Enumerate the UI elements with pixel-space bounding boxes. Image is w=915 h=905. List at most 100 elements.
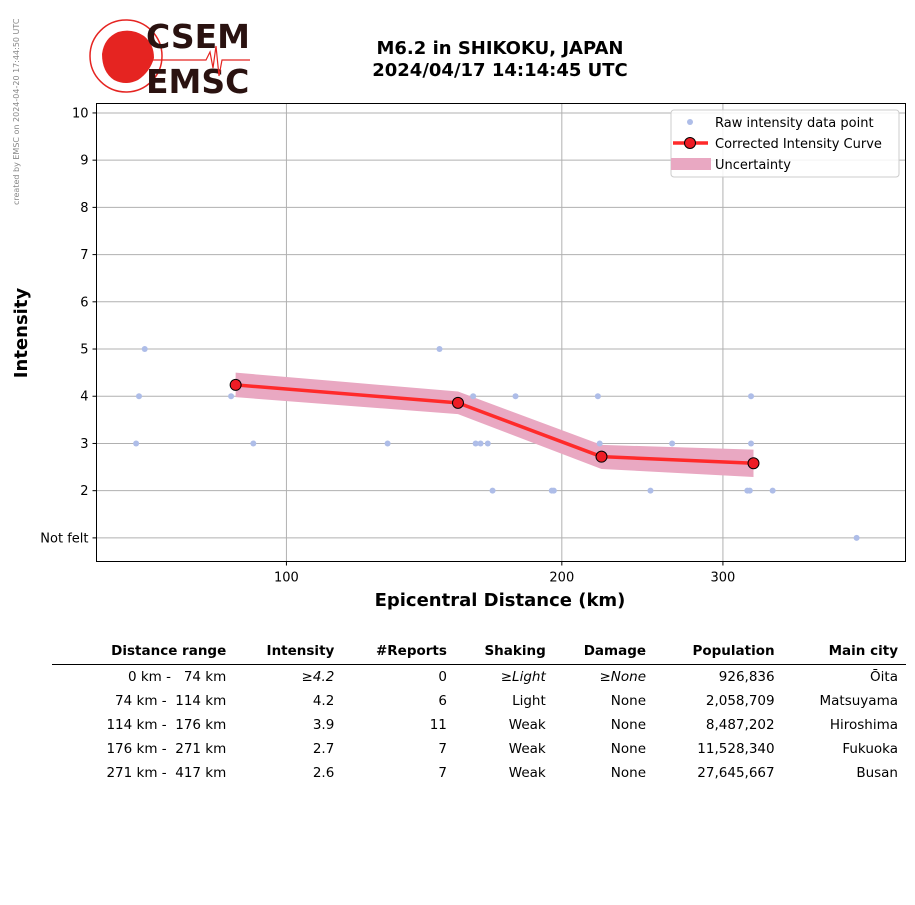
raw-intensity-point — [550, 487, 557, 494]
y-tick-label: 2 — [80, 484, 88, 499]
cell-reports: 6 — [438, 693, 447, 709]
raw-intensity-point — [477, 440, 484, 447]
x-tick-label: 100 — [274, 571, 299, 586]
cell-main-city: Busan — [856, 765, 898, 781]
cell-reports: 7 — [438, 765, 447, 781]
header-intensity: Intensity — [266, 643, 335, 659]
cell-population: 8,487,202 — [705, 717, 775, 733]
x-axis-label: Epicentral Distance (km) — [375, 590, 626, 611]
raw-intensity-point — [853, 534, 860, 541]
raw-intensity-point — [769, 487, 776, 494]
title-line-2: 2024/04/17 14:14:45 UTC — [372, 60, 628, 81]
raw-intensity-point — [228, 393, 235, 400]
cell-distance-range: 0 km - 74 km — [127, 669, 227, 685]
raw-intensity-point — [436, 346, 443, 353]
y-tick-label: 9 — [80, 154, 88, 169]
cell-main-city: Ōita — [870, 669, 898, 685]
logo-text-bottom: EMSC — [146, 62, 249, 98]
cell-intensity: 3.9 — [312, 717, 335, 733]
cell-population: 27,645,667 — [697, 765, 775, 781]
logo-text-top: CSEM — [146, 17, 250, 56]
raw-intensity-point — [133, 440, 140, 447]
axis-ticks: Not felt 2 3 4 5 6 7 8 9 10 100 200 300 — [40, 106, 735, 585]
raw-intensity-point — [489, 487, 496, 494]
curve-point-marker — [229, 378, 242, 391]
cell-damage: None — [610, 765, 647, 781]
header-population: Population — [692, 643, 775, 659]
chart-title: M6.2 in SHIKOKU, JAPAN 2024/04/17 14:14:… — [300, 38, 700, 82]
y-axis-label: Intensity — [11, 288, 32, 379]
raw-intensity-point — [136, 393, 143, 400]
globe-land-shape — [102, 30, 154, 83]
cell-main-city: Hiroshima — [829, 717, 898, 733]
header-main-city: Main city — [828, 643, 898, 659]
raw-intensity-point — [669, 440, 676, 447]
raw-intensity-point — [384, 440, 391, 447]
y-tick-label: 7 — [80, 248, 88, 263]
cell-population: 11,528,340 — [697, 741, 775, 757]
table-row: 271 km - 417 km 2.6 7 Weak None 27,645,667 Bus… — [52, 761, 906, 785]
cell-main-city: Fukuoka — [842, 741, 898, 757]
intensity-summary-table: Distance range Intensity #Reports Shakin… — [52, 640, 906, 785]
cell-population: 926,836 — [718, 669, 775, 685]
raw-intensity-point — [484, 440, 491, 447]
y-tick-label: 3 — [80, 437, 88, 452]
uncertainty-band-layer — [235, 372, 754, 477]
y-tick-label: 6 — [80, 295, 88, 310]
y-tick-label: 8 — [80, 201, 88, 216]
cell-damage: None — [610, 741, 647, 757]
raw-intensity-point — [746, 487, 753, 494]
raw-intensity-point — [470, 393, 477, 400]
legend-curve-label: Corrected Intensity Curve — [715, 137, 882, 152]
cell-distance-range: 271 km - 417 km — [106, 765, 227, 781]
intensity-curve-layer — [229, 378, 760, 470]
plot-frame — [96, 103, 906, 562]
y-tick-label: 5 — [80, 343, 88, 358]
table-row: 114 km - 176 km 3.9 11 Weak None 8,487,202 Hir… — [52, 713, 906, 737]
y-tick-label: 10 — [72, 106, 89, 121]
cell-main-city: Matsuyama — [819, 693, 899, 709]
globe-icon — [89, 19, 163, 93]
cell-reports: 11 — [429, 717, 447, 733]
cell-damage: ≥None — [599, 669, 647, 685]
table-row: 74 km - 114 km 4.2 6 Light None 2,058,709 Mats… — [52, 689, 906, 713]
header-reports: #Reports — [375, 643, 447, 659]
legend-band-swatch — [671, 158, 711, 170]
legend: Raw intensity data point Corrected Inten… — [670, 109, 900, 178]
uncertainty-band — [235, 372, 754, 477]
csem-emsc-logo: CSEM EMSC — [89, 17, 250, 98]
legend-raw-label: Raw intensity data point — [715, 116, 874, 131]
raw-intensity-point — [472, 440, 479, 447]
cell-intensity: 4.2 — [312, 693, 335, 709]
cell-shaking: Weak — [508, 741, 546, 757]
header-distance-range: Distance range — [111, 643, 227, 659]
seismogram-line — [144, 45, 250, 77]
cell-shaking: ≥Light — [500, 669, 546, 685]
header-damage: Damage — [583, 643, 647, 659]
table-header-row: Distance range Intensity #Reports Shakin… — [52, 640, 906, 665]
cell-shaking: Weak — [508, 717, 546, 733]
cell-intensity: ≥4.2 — [301, 669, 335, 685]
raw-intensity-point — [748, 440, 755, 447]
cell-intensity: 2.7 — [312, 741, 335, 757]
curve-point-marker — [747, 457, 760, 470]
raw-intensity-point — [250, 440, 257, 447]
legend-raw-marker — [687, 119, 693, 125]
cell-distance-range: 114 km - 176 km — [106, 717, 227, 733]
raw-intensity-point — [748, 393, 755, 400]
raw-intensity-point — [141, 346, 148, 353]
table-row: 176 km - 271 km 2.7 7 Weak None 11,528,340 Fuk… — [52, 737, 906, 761]
legend-curve-marker — [684, 137, 696, 149]
raw-points-layer — [133, 346, 860, 541]
y-tick-label: 4 — [80, 390, 88, 405]
cell-distance-range: 176 km - 271 km — [106, 741, 227, 757]
table-row: 0 km - 74 km ≥4.2 0 ≥Light ≥None 926,836 Ōita — [52, 665, 906, 690]
cell-reports: 0 — [438, 669, 447, 685]
cell-shaking: Light — [512, 693, 546, 709]
x-tick-label: 300 — [711, 571, 736, 586]
curve-point-marker — [595, 450, 608, 463]
cell-shaking: Weak — [508, 765, 546, 781]
legend-band-label: Uncertainty — [715, 158, 791, 173]
raw-intensity-point — [594, 393, 601, 400]
legend-box — [670, 109, 900, 178]
